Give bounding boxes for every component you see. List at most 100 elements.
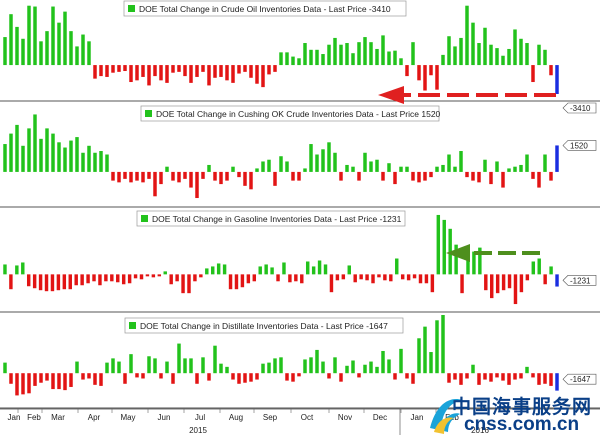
x-tick-label-month: Dec — [373, 413, 387, 422]
bar — [309, 144, 313, 172]
bar — [249, 65, 253, 78]
bar — [483, 373, 487, 380]
x-tick-label-year: 2015 — [189, 426, 207, 435]
bar — [303, 43, 307, 66]
bar — [81, 373, 85, 380]
bar — [490, 274, 494, 299]
bar — [501, 171, 505, 188]
bar — [531, 65, 535, 83]
bar — [381, 350, 385, 374]
bar — [279, 156, 283, 172]
panel-3: -1231 DOE Total Change in Gasoline Invent… — [0, 210, 600, 313]
last-value-tag-shape — [562, 373, 597, 385]
bar — [45, 128, 49, 172]
bar — [135, 373, 139, 378]
bar — [315, 349, 319, 374]
bar — [472, 251, 476, 275]
bar — [62, 274, 67, 290]
bar — [141, 65, 145, 77]
bar — [471, 364, 475, 374]
bar — [317, 260, 322, 275]
bar — [169, 274, 173, 285]
bar — [381, 171, 385, 181]
bar — [489, 373, 493, 382]
bar — [453, 373, 457, 380]
bar — [543, 49, 547, 66]
bar — [345, 365, 349, 374]
bar — [147, 171, 151, 179]
bar — [387, 163, 391, 172]
bar — [3, 144, 7, 172]
bar — [127, 274, 132, 284]
bar — [93, 65, 97, 79]
bar — [369, 161, 373, 172]
bar — [249, 373, 253, 382]
bar — [297, 373, 301, 377]
bar — [333, 152, 337, 172]
bar — [111, 171, 115, 181]
bar — [495, 161, 499, 172]
bar — [459, 37, 463, 66]
bar — [442, 219, 446, 275]
x-tick-label-year: 2016 — [471, 426, 489, 435]
bar — [339, 171, 343, 181]
x-tick-label-month: Jul — [195, 413, 205, 422]
bar — [537, 373, 541, 385]
bar — [369, 361, 373, 374]
last-bar — [555, 274, 559, 287]
bar — [311, 266, 316, 275]
bar — [465, 373, 469, 379]
bar — [365, 274, 369, 281]
bar — [519, 274, 524, 293]
bar — [27, 5, 31, 66]
bar — [92, 274, 96, 282]
bar — [151, 274, 156, 278]
bar — [252, 274, 257, 282]
bar — [377, 274, 381, 278]
bar — [357, 42, 361, 66]
bar — [282, 262, 286, 275]
bar — [231, 373, 235, 380]
bar — [157, 274, 162, 277]
bar — [129, 354, 133, 374]
bar — [93, 152, 97, 172]
legend-title: DOE Total Change in Crude Oil Inventorie… — [139, 4, 391, 14]
bar — [27, 373, 31, 394]
bar — [549, 171, 553, 181]
bar — [375, 366, 379, 374]
bar — [56, 274, 61, 291]
bar — [291, 56, 295, 66]
bar — [435, 166, 439, 172]
bar — [9, 133, 13, 172]
bar — [339, 373, 343, 382]
bar — [300, 274, 304, 284]
bar — [183, 65, 187, 77]
bar — [39, 41, 43, 66]
bar — [207, 164, 211, 172]
bar — [159, 65, 163, 81]
bar — [436, 214, 441, 275]
bar — [513, 274, 518, 305]
bar — [33, 373, 37, 386]
bar — [81, 34, 85, 66]
bar — [145, 274, 150, 277]
bar — [477, 171, 481, 183]
bar — [465, 5, 469, 66]
last-value-tag: -1231 — [562, 275, 597, 286]
bar — [39, 138, 43, 172]
bar — [225, 366, 229, 374]
bar — [323, 264, 328, 275]
bar — [417, 65, 421, 81]
bar — [321, 54, 325, 66]
bar — [159, 171, 163, 185]
legend: DOE Total Change in Crude Oil Inventorie… — [123, 0, 407, 17]
bar — [219, 363, 223, 374]
bar — [240, 274, 245, 288]
bar — [383, 274, 387, 281]
bar — [74, 274, 78, 286]
bar — [447, 154, 451, 172]
bar — [213, 65, 217, 78]
bar — [57, 22, 61, 66]
bar — [165, 65, 169, 83]
x-tick-label-month: Oct — [301, 413, 314, 422]
